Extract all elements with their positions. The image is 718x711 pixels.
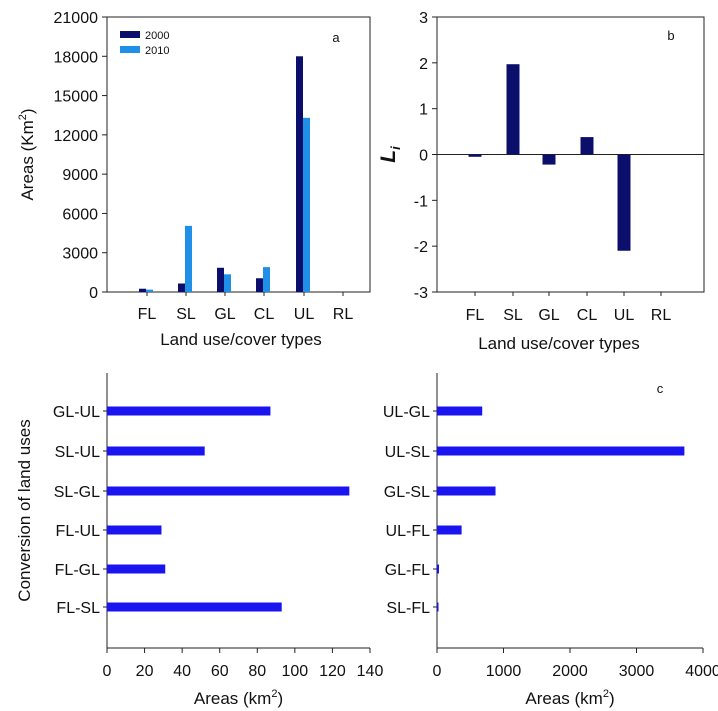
y-axis-label: Areas (Km2)	[17, 108, 37, 200]
x-tick-label: 120	[319, 663, 346, 680]
x-tick-label: GL	[214, 306, 235, 323]
y-tick-label: 2	[419, 56, 428, 73]
y-tick-label: GL-FL	[385, 562, 430, 579]
y-tick-label: FL-GL	[55, 562, 100, 579]
bar-2000-UL	[296, 56, 303, 293]
bar-SL-FL	[437, 602, 439, 612]
bar-FL-UL	[107, 525, 162, 535]
x-tick-label: 40	[173, 663, 191, 680]
bar-UL-GL	[437, 406, 483, 416]
bar-2010-CL	[263, 267, 270, 292]
y-tick-label: 1	[419, 102, 428, 119]
bar-2010-FL	[146, 289, 153, 292]
x-axis-label: Areas (km2)	[525, 688, 614, 708]
x-tick-label: GL	[538, 307, 559, 324]
x-tick-label: 100	[282, 663, 309, 680]
y-axis-label: Li	[377, 146, 403, 163]
y-tick-label: 6000	[62, 206, 98, 223]
bar-GL-FL	[437, 564, 439, 574]
bar-2000-SL	[178, 283, 185, 292]
x-tick-label: 60	[211, 663, 229, 680]
y-tick-label: 3	[419, 10, 428, 27]
panel-label-b: b	[667, 28, 674, 43]
x-tick-label: UL	[294, 306, 315, 323]
bar-CL	[580, 137, 594, 155]
x-tick-label: 80	[248, 663, 266, 680]
x-tick-label: 20	[136, 663, 154, 680]
bar-2010-GL	[224, 274, 231, 292]
bar-FL-GL	[107, 564, 166, 574]
panel-label-a: a	[332, 30, 340, 45]
y-tick-label: UL-GL	[383, 404, 430, 421]
bar-SL-UL	[107, 446, 205, 456]
x-tick-label: 2000	[552, 663, 588, 680]
y-tick-label: 3000	[62, 246, 98, 263]
bar-SL	[506, 64, 520, 155]
legend-label-2010: 2010	[145, 45, 169, 57]
x-tick-label: 0	[433, 663, 442, 680]
x-tick-label: FL	[138, 306, 157, 323]
x-tick-label: UL	[614, 307, 635, 324]
x-tick-label: 4000	[685, 663, 718, 680]
bar-GL	[542, 154, 556, 165]
x-axis-label: Land use/cover types	[160, 330, 322, 349]
x-tick-label: 0	[103, 663, 112, 680]
y-tick-label: 0	[419, 148, 428, 165]
bar-2000-FL	[139, 288, 146, 292]
y-tick-label: 0	[89, 285, 98, 302]
y-tick-label: FL-UL	[56, 523, 101, 540]
y-tick-label: 15000	[54, 89, 99, 106]
y-tick-label: GL-SL	[384, 484, 430, 501]
panel-a-chart: 0 3000 6000 9000 12000 15000 18000 21000 FL SL GL C…	[17, 10, 371, 349]
panel-c-right-chart: 0 1000 2000 3000 4000 UL-GL UL-SL GL-SL UL-FL GL-…	[383, 373, 718, 708]
plot-frame	[106, 16, 371, 293]
bar-2010-UL	[303, 117, 310, 292]
legend-label-2000: 2000	[145, 30, 169, 42]
bar-2010-SL	[185, 225, 192, 292]
x-axis-label: Areas (km2)	[194, 688, 283, 708]
y-tick-label: -3	[414, 285, 428, 302]
bar-GL-SL	[437, 486, 496, 496]
legend-swatch-2010	[120, 46, 140, 53]
x-tick-label: 1000	[486, 663, 522, 680]
y-tick-label: UL-SL	[385, 444, 430, 461]
x-tick-label: CL	[577, 307, 598, 324]
panel-label-c: c	[657, 381, 664, 396]
panel-b-chart: -3 -2 -1 0 1 2 3 FL SL GL CL UL RL b Li Land use/cover …	[377, 10, 705, 353]
bar-GL-UL	[107, 406, 271, 416]
legend-swatch-2000	[120, 31, 140, 38]
x-tick-label: SL	[503, 307, 523, 324]
y-tick-label: SL-FL	[386, 600, 430, 617]
y-tick-label: SL-UL	[55, 444, 100, 461]
x-tick-label: 140	[357, 663, 384, 680]
y-tick-label: FL-SL	[56, 600, 100, 617]
bar-2000-CL	[256, 278, 263, 292]
y-tick-label: SL-GL	[54, 484, 100, 501]
bar-UL-FL	[437, 525, 462, 535]
y-tick-label: 18000	[54, 49, 99, 66]
x-tick-label: CL	[254, 306, 275, 323]
y-tick-label: UL-FL	[386, 523, 431, 540]
bar-SL-GL	[107, 486, 350, 496]
y-axis-label: Conversion of land uses	[15, 419, 34, 601]
y-tick-label: -2	[414, 239, 428, 256]
bar-FL	[468, 154, 482, 157]
y-tick-label: 12000	[54, 128, 99, 145]
y-tick-label: 21000	[54, 10, 99, 27]
bar-2000-GL	[217, 267, 224, 292]
x-axis-label: Land use/cover types	[478, 334, 640, 353]
bar-UL	[617, 154, 631, 251]
x-tick-label: FL	[466, 307, 485, 324]
y-tick-label: 9000	[62, 167, 98, 184]
x-tick-label: RL	[651, 307, 672, 324]
bar-FL-SL	[107, 602, 282, 612]
x-tick-label: SL	[176, 306, 196, 323]
panel-c-left-chart: 0 20 40 60 80 100 120 140 GL-UL SL-UL SL-GL FL-UL FL…	[15, 373, 383, 708]
x-tick-label: RL	[333, 306, 354, 323]
y-tick-label: GL-UL	[53, 404, 100, 421]
x-tick-label: 3000	[619, 663, 655, 680]
bar-UL-SL	[437, 446, 685, 456]
y-tick-label: -1	[414, 193, 428, 210]
